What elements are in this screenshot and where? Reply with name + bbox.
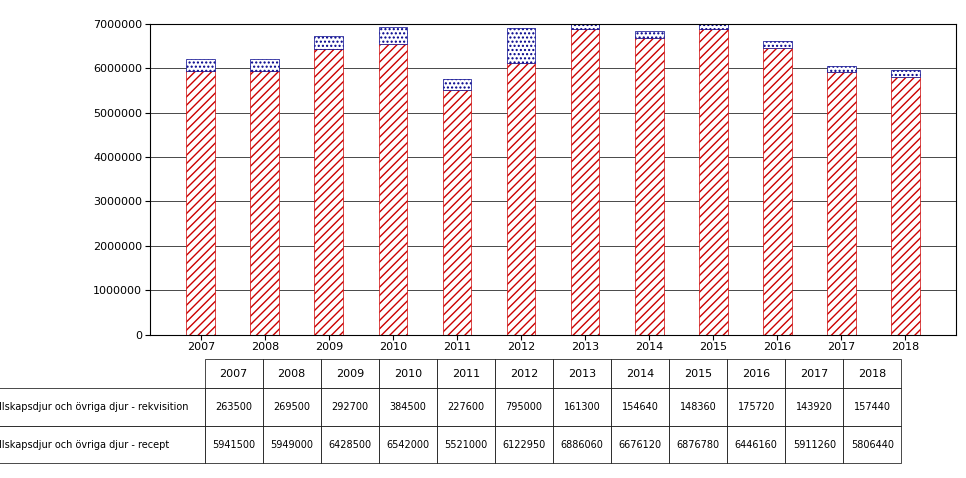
- Bar: [891, 77, 920, 335]
- Bar: [698, 29, 727, 335]
- Bar: [379, 27, 408, 44]
- Bar: [186, 71, 215, 335]
- Bar: [250, 71, 279, 335]
- Bar: [506, 63, 535, 335]
- Bar: [315, 36, 343, 49]
- Bar: [506, 28, 535, 63]
- Bar: [379, 44, 408, 335]
- Bar: [763, 48, 791, 335]
- Bar: [250, 59, 279, 71]
- Bar: [571, 29, 600, 335]
- Bar: [698, 23, 727, 29]
- Bar: [827, 66, 856, 72]
- Bar: [186, 59, 215, 71]
- Bar: [635, 32, 664, 38]
- Bar: [891, 70, 920, 77]
- Bar: [635, 38, 664, 335]
- Bar: [442, 89, 471, 335]
- Bar: [315, 49, 343, 335]
- Bar: [827, 72, 856, 335]
- Bar: [571, 22, 600, 29]
- Bar: [763, 41, 791, 48]
- Bar: [442, 79, 471, 89]
